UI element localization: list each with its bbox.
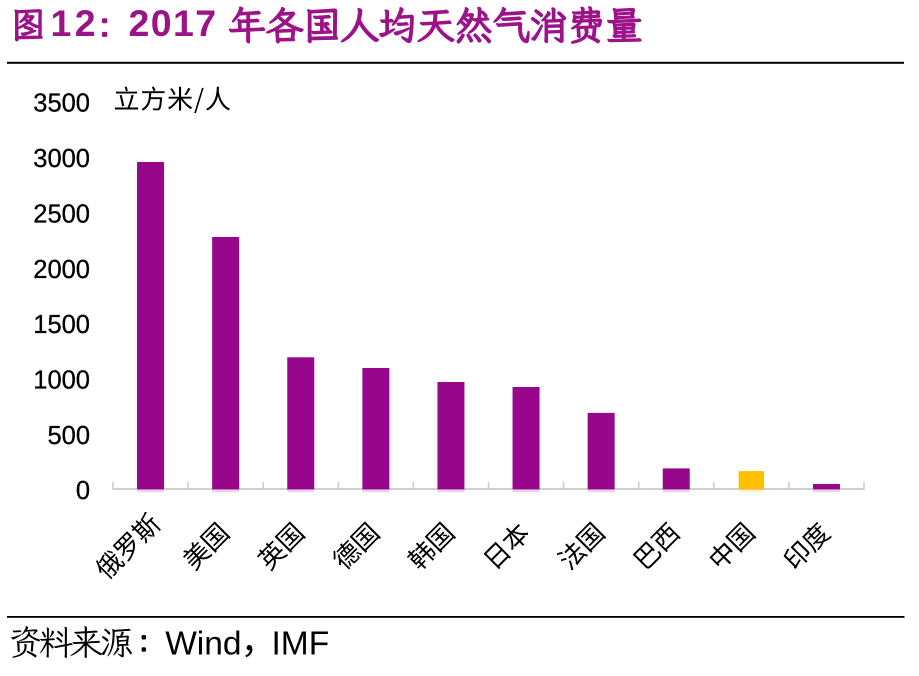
svg-text:1000: 1000 [33,367,90,395]
svg-text:12: 12 [51,2,100,44]
svg-text:500: 500 [47,422,90,450]
svg-text:3000: 3000 [33,145,90,173]
svg-text:1500: 1500 [33,311,90,339]
svg-text:Wind: Wind [165,626,241,663]
svg-text:IMF: IMF [272,625,330,662]
svg-text:3500: 3500 [33,90,90,118]
svg-text:2017: 2017 [129,2,218,44]
svg-text:0: 0 [76,477,90,505]
svg-text:2000: 2000 [33,256,90,284]
svg-text:2500: 2500 [33,200,90,228]
